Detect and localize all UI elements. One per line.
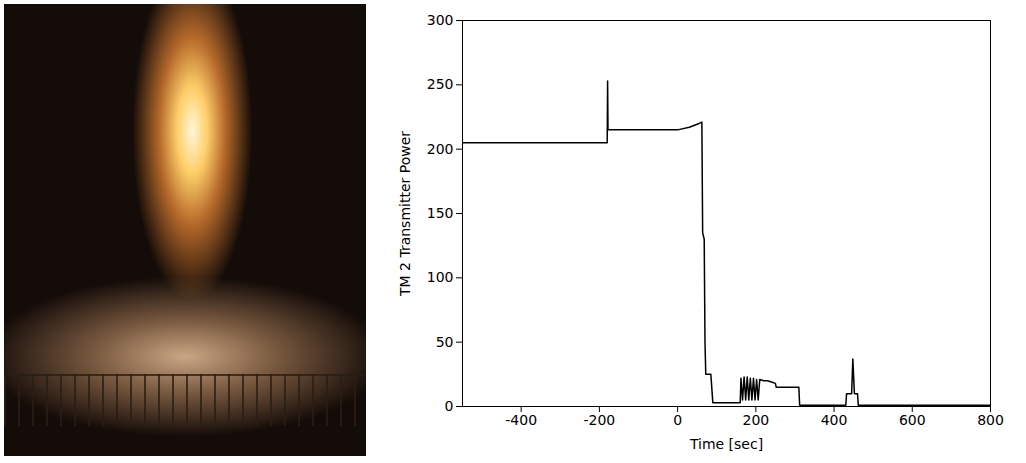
svg-text:800: 800 [977, 412, 1004, 428]
svg-text:300: 300 [427, 12, 454, 28]
svg-text:200: 200 [427, 141, 454, 157]
svg-text:Time [sec]: Time [sec] [689, 436, 763, 452]
svg-text:200: 200 [742, 412, 769, 428]
svg-text:400: 400 [821, 412, 848, 428]
svg-text:600: 600 [899, 412, 926, 428]
svg-text:-200: -200 [583, 412, 615, 428]
svg-text:TM 2 Transmitter Power: TM 2 Transmitter Power [397, 131, 413, 297]
svg-text:0: 0 [445, 398, 454, 414]
svg-text:-400: -400 [505, 412, 537, 428]
svg-text:0: 0 [673, 412, 682, 428]
svg-text:250: 250 [427, 76, 454, 92]
svg-text:100: 100 [427, 269, 454, 285]
svg-text:150: 150 [427, 205, 454, 221]
svg-text:50: 50 [436, 334, 454, 350]
